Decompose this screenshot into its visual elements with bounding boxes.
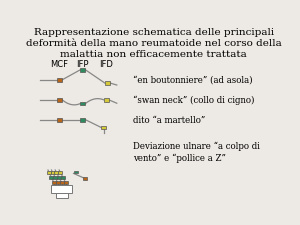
Text: Rappresentazione schematica delle principali
deformità della mano reumatoide nel: Rappresentazione schematica delle princi… (26, 28, 282, 59)
FancyBboxPatch shape (53, 176, 57, 179)
FancyBboxPatch shape (80, 68, 86, 72)
FancyBboxPatch shape (83, 177, 87, 180)
FancyBboxPatch shape (58, 171, 62, 174)
Text: “swan neck” (collo di cigno): “swan neck” (collo di cigno) (133, 96, 254, 105)
FancyBboxPatch shape (57, 78, 62, 82)
Bar (52, 185, 72, 193)
Text: MCF: MCF (51, 61, 69, 70)
FancyBboxPatch shape (80, 102, 86, 106)
Text: IFP: IFP (76, 61, 89, 70)
FancyBboxPatch shape (56, 181, 60, 184)
FancyBboxPatch shape (61, 176, 65, 179)
FancyBboxPatch shape (52, 181, 56, 184)
FancyBboxPatch shape (60, 181, 64, 184)
FancyBboxPatch shape (105, 81, 110, 85)
FancyBboxPatch shape (80, 118, 86, 122)
FancyBboxPatch shape (57, 176, 61, 179)
FancyBboxPatch shape (64, 181, 68, 184)
FancyBboxPatch shape (74, 171, 78, 173)
Text: IFD: IFD (99, 61, 113, 70)
FancyBboxPatch shape (47, 171, 51, 174)
FancyBboxPatch shape (103, 98, 109, 102)
FancyBboxPatch shape (51, 171, 55, 174)
FancyBboxPatch shape (54, 171, 58, 174)
Bar (56, 193, 68, 198)
Text: dito “a martello”: dito “a martello” (133, 116, 205, 125)
FancyBboxPatch shape (101, 126, 106, 129)
Text: Deviazione ulnare “a colpo di
vento” e “pollice a Z”: Deviazione ulnare “a colpo di vento” e “… (133, 142, 260, 163)
Text: “en boutonniere” (ad asola): “en boutonniere” (ad asola) (133, 75, 253, 84)
FancyBboxPatch shape (50, 176, 53, 179)
FancyBboxPatch shape (57, 118, 62, 122)
FancyBboxPatch shape (57, 98, 62, 102)
